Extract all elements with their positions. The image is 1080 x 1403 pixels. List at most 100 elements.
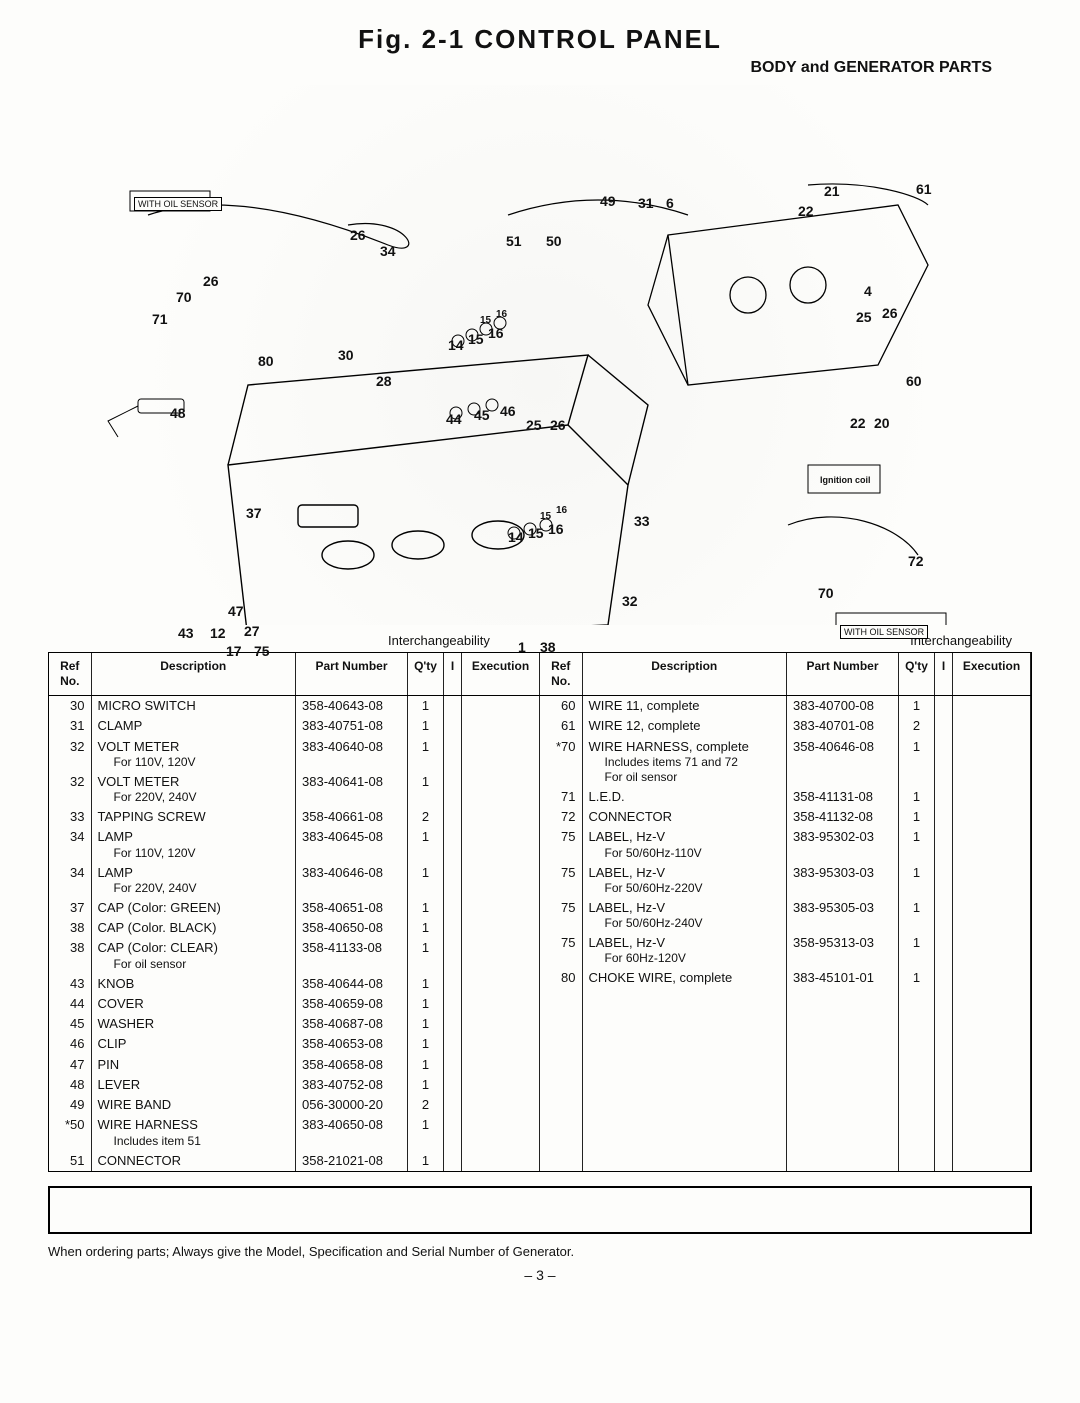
table-row: 45WASHER358-40687-081 <box>49 1014 540 1034</box>
cell-ex <box>462 1014 540 1034</box>
diagram-callout: 20 <box>874 415 890 431</box>
cell-ex <box>462 1115 540 1150</box>
cell-desc: WIRE 12, complete <box>582 716 787 736</box>
diagram-callout: 46 <box>500 403 516 419</box>
cell-pn: 056-30000-20 <box>296 1095 408 1115</box>
cell-qty: 2 <box>408 1095 444 1115</box>
cell-ref: 46 <box>49 1034 91 1054</box>
diagram-callout: 38 <box>540 639 556 655</box>
cell-ref: 45 <box>49 1014 91 1034</box>
cell-ex <box>462 1151 540 1171</box>
cell-qty: 1 <box>899 737 935 787</box>
cell-ref: 33 <box>49 807 91 827</box>
cell-desc: WIRE BAND <box>91 1095 296 1115</box>
col-ic: I <box>444 653 462 696</box>
table-row <box>540 1049 1031 1069</box>
cell-ref: 60 <box>540 696 582 717</box>
page-number: – 3 – <box>48 1267 1032 1283</box>
cell-ic <box>444 827 462 862</box>
cell-desc: LAMPFor 220V, 240V <box>91 863 296 898</box>
table-row: 44COVER358-40659-081 <box>49 994 540 1014</box>
cell-desc: CONNECTOR <box>582 807 787 827</box>
parts-table-right: RefNo.DescriptionPart NumberQ'tyIExecuti… <box>540 653 1031 1171</box>
table-row: 33TAPPING SCREW358-40661-082 <box>49 807 540 827</box>
cell-pn: 358-41132-08 <box>787 807 899 827</box>
cell-ref: 32 <box>49 772 91 807</box>
cell-pn: 358-40646-08 <box>787 737 899 787</box>
diagram-callout: 75 <box>254 643 270 659</box>
figure-title: Fig. 2-1 CONTROL PANEL <box>48 24 1032 55</box>
cell-ref: 49 <box>49 1095 91 1115</box>
cell-pn: 358-40644-08 <box>296 974 408 994</box>
col-pn: Part Number <box>787 653 899 696</box>
cell-qty: 1 <box>408 716 444 736</box>
cell-ex <box>953 807 1031 827</box>
diagram-callout: 15 <box>540 511 551 522</box>
cell-ic <box>935 898 953 933</box>
cell-ic <box>444 1151 462 1171</box>
cell-qty: 1 <box>899 863 935 898</box>
cell-ic <box>444 918 462 938</box>
cell-ref: 48 <box>49 1075 91 1095</box>
table-row: 75LABEL, Hz-VFor 50/60Hz-220V383-95303-0… <box>540 863 1031 898</box>
cell-ex <box>462 974 540 994</box>
diagram-callout: 43 <box>178 625 194 641</box>
cell-ic <box>935 716 953 736</box>
cell-pn: 383-40640-08 <box>296 737 408 772</box>
cell-pn: 358-95313-03 <box>787 933 899 968</box>
table-row: 38CAP (Color. BLACK)358-40650-081 <box>49 918 540 938</box>
cell-ic <box>444 737 462 772</box>
cell-pn: 358-40651-08 <box>296 898 408 918</box>
cell-ex <box>462 772 540 807</box>
cell-pn: 358-40659-08 <box>296 994 408 1014</box>
diagram-callout: 4 <box>864 283 872 299</box>
cell-qty: 1 <box>408 898 444 918</box>
cell-ex <box>462 938 540 973</box>
table-row: *50WIRE HARNESSIncludes item 51383-40650… <box>49 1115 540 1150</box>
cell-pn: 358-41133-08 <box>296 938 408 973</box>
cell-ic <box>444 1034 462 1054</box>
diagram-callout: 26 <box>203 273 219 289</box>
cell-ex <box>953 716 1031 736</box>
cell-pn: 383-95302-03 <box>787 827 899 862</box>
cell-ex <box>462 827 540 862</box>
cell-desc: WASHER <box>91 1014 296 1034</box>
cell-desc: MICRO SWITCH <box>91 696 296 717</box>
diagram-callout: 27 <box>244 623 260 639</box>
cell-ic <box>444 974 462 994</box>
cell-ic <box>444 1075 462 1095</box>
table-row: 60WIRE 11, complete383-40700-081 <box>540 696 1031 717</box>
cell-desc: COVER <box>91 994 296 1014</box>
cell-qty: 1 <box>408 918 444 938</box>
diagram-callout: 26 <box>350 227 366 243</box>
cell-qty: 1 <box>899 933 935 968</box>
col-ref: RefNo. <box>540 653 582 696</box>
table-row: 34LAMPFor 110V, 120V383-40645-081 <box>49 827 540 862</box>
col-ex: Execution <box>462 653 540 696</box>
table-row: 37CAP (Color: GREEN)358-40651-081 <box>49 898 540 918</box>
cell-ic <box>935 787 953 807</box>
cell-pn: 358-40658-08 <box>296 1055 408 1075</box>
cell-qty: 1 <box>899 827 935 862</box>
cell-pn: 383-40701-08 <box>787 716 899 736</box>
cell-desc: KNOB <box>91 974 296 994</box>
cell-ic <box>444 994 462 1014</box>
diagram-callout: 61 <box>916 181 932 197</box>
cell-ref: 34 <box>49 827 91 862</box>
table-row <box>540 1151 1031 1171</box>
cell-ref: 47 <box>49 1055 91 1075</box>
cell-pn: 383-40751-08 <box>296 716 408 736</box>
cell-ex <box>462 737 540 772</box>
cell-qty: 1 <box>408 737 444 772</box>
table-row: 51CONNECTOR358-21021-081 <box>49 1151 540 1171</box>
table-row <box>540 989 1031 1009</box>
diagram-callout: 16 <box>548 521 564 537</box>
cell-ic <box>444 938 462 973</box>
cell-pn: 383-95305-03 <box>787 898 899 933</box>
table-row: 75LABEL, Hz-VFor 50/60Hz-240V383-95305-0… <box>540 898 1031 933</box>
cell-qty: 1 <box>408 974 444 994</box>
diagram-callout: 25 <box>526 417 542 433</box>
cell-qty: 1 <box>408 1151 444 1171</box>
diagram-callout: 15 <box>468 331 484 347</box>
cell-ref: 38 <box>49 938 91 973</box>
